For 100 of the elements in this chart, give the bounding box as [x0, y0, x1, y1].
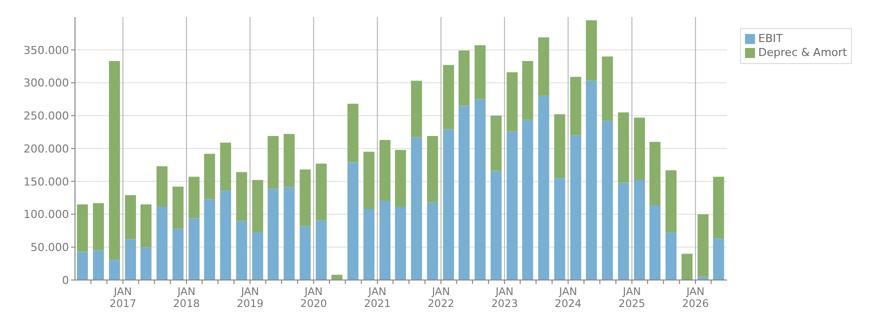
bar	[172, 186, 184, 229]
bar	[634, 180, 645, 280]
bar	[506, 72, 518, 132]
bar	[586, 20, 597, 81]
bar	[506, 131, 518, 280]
bar	[570, 135, 582, 280]
y-tick-label: 350.000	[24, 44, 69, 57]
x-tick-label: JAN 2024	[554, 286, 582, 310]
bar	[252, 232, 264, 280]
bar	[698, 276, 709, 280]
bar	[204, 199, 216, 280]
bar	[618, 182, 629, 280]
bar	[394, 207, 406, 280]
bar	[347, 104, 358, 162]
bar	[331, 274, 342, 280]
bar	[220, 142, 232, 191]
bar	[522, 120, 534, 280]
bar	[666, 170, 677, 233]
bar	[220, 190, 232, 280]
bar	[124, 195, 136, 240]
bar	[602, 56, 613, 121]
bar	[92, 203, 104, 250]
bar	[586, 80, 597, 280]
bar	[316, 220, 327, 280]
bar	[76, 204, 88, 252]
bar	[458, 50, 470, 106]
bar	[140, 204, 152, 248]
x-tick-label: JAN 2018	[173, 286, 200, 310]
bar	[394, 150, 406, 208]
bar	[458, 106, 470, 280]
bar	[284, 134, 295, 188]
y-tick-label: 100.000	[24, 208, 69, 222]
bar	[300, 170, 311, 226]
bar	[236, 220, 248, 280]
legend-label: EBIT	[758, 32, 783, 46]
y-tick-label: 200.000	[24, 142, 69, 156]
bar	[140, 247, 152, 280]
bar	[522, 61, 534, 120]
bar	[713, 238, 724, 280]
bar	[602, 120, 613, 280]
bar	[490, 116, 502, 171]
bar	[363, 208, 374, 280]
bar	[268, 188, 279, 280]
bar	[347, 162, 358, 280]
y-tick-label: 50.000	[30, 241, 69, 254]
bar	[443, 65, 454, 130]
bar	[379, 140, 390, 200]
y-tick-label: 0	[62, 274, 69, 287]
bar	[172, 228, 184, 280]
bar	[649, 205, 660, 280]
bar	[427, 136, 438, 202]
bar	[252, 180, 264, 232]
bar	[411, 137, 422, 280]
bar	[108, 260, 120, 280]
y-tick-label: 300.000	[24, 76, 69, 90]
bar	[682, 254, 693, 280]
bar	[538, 96, 550, 280]
bar	[554, 178, 566, 280]
bar	[379, 200, 390, 280]
legend-label: Deprec & Amort	[758, 46, 847, 60]
bar	[124, 239, 136, 280]
x-tick-label: JAN 2017	[110, 286, 136, 310]
bar	[316, 164, 327, 220]
x-tick-label: JAN 2019	[236, 286, 264, 310]
x-tick-label: JAN 2021	[364, 286, 391, 310]
bar	[188, 176, 200, 218]
bar	[570, 76, 582, 136]
bar	[618, 112, 629, 183]
bar	[698, 214, 709, 277]
x-tick-label: JAN 2020	[300, 286, 328, 310]
bar	[156, 166, 168, 208]
bar	[666, 232, 677, 280]
bar	[649, 142, 660, 206]
bar	[443, 129, 454, 280]
y-tick-label: 150.000	[24, 175, 69, 188]
bar	[284, 187, 295, 280]
bar	[363, 152, 374, 209]
bar	[156, 207, 168, 280]
bar	[204, 154, 216, 200]
y-tick-label: 250.000	[24, 110, 69, 123]
bar	[236, 172, 248, 221]
bar	[474, 45, 486, 100]
bar	[411, 80, 422, 138]
x-tick-label: JAN 2022	[428, 286, 454, 310]
bar	[188, 218, 200, 280]
bar	[713, 176, 724, 239]
bar	[92, 250, 104, 280]
x-tick-label: JAN 2025	[618, 286, 646, 310]
bar	[554, 114, 566, 178]
bar	[427, 202, 438, 280]
bar	[76, 252, 88, 280]
bar	[634, 118, 645, 180]
bar	[268, 136, 279, 189]
x-tick-label: JAN 2026	[682, 286, 710, 310]
bar	[474, 99, 486, 280]
bar	[108, 61, 120, 260]
bar	[538, 37, 550, 96]
x-tick-label: JAN 2023	[491, 286, 518, 310]
bar	[300, 226, 311, 280]
bar	[490, 170, 502, 280]
